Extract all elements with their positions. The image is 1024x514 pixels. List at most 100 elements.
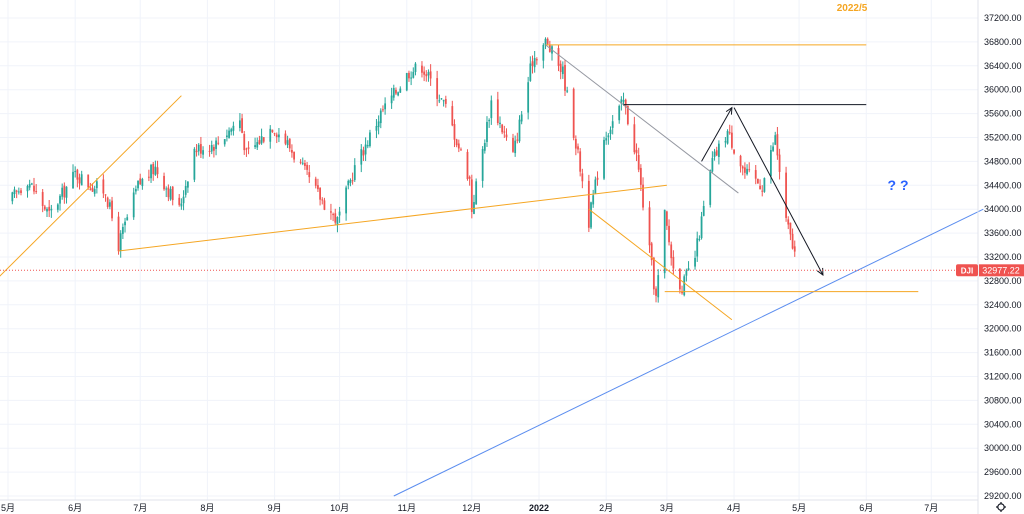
x-tick-label: 2月 <box>599 503 613 513</box>
candle-body <box>91 187 94 192</box>
blue-trendline <box>393 208 984 497</box>
candle-body <box>260 136 263 144</box>
settings-gear-icon[interactable] <box>996 502 1006 512</box>
drawings <box>0 44 984 497</box>
candle-body <box>592 195 595 205</box>
candle-body <box>483 142 486 151</box>
candle-body <box>121 226 124 234</box>
candle-body <box>514 140 517 154</box>
candle-body <box>56 204 59 210</box>
candle-body <box>275 134 278 138</box>
candle-body <box>763 178 766 192</box>
candle-body <box>384 103 387 110</box>
candle-body <box>607 135 610 138</box>
orange-left-diagonal <box>0 95 182 277</box>
candle-body <box>210 144 213 152</box>
candle-body <box>258 140 261 145</box>
candle-body <box>291 149 293 153</box>
annotation-question-text: ? ? <box>888 177 909 193</box>
candle-body <box>323 200 326 210</box>
candle-body <box>11 192 14 202</box>
candle-body <box>377 121 380 128</box>
candle-body <box>503 131 506 133</box>
candle-body <box>739 155 742 167</box>
candle-body <box>694 257 696 267</box>
x-tick-label: 7月 <box>924 503 938 513</box>
candle-body <box>232 125 235 131</box>
candle-body <box>516 139 519 141</box>
candle-body <box>392 87 395 98</box>
candle-body <box>186 181 189 188</box>
candle-body <box>414 63 417 72</box>
candle-body <box>778 154 781 172</box>
y-tick-label: 31200.00 <box>984 372 1022 382</box>
candle-body <box>559 63 562 73</box>
x-tick-label: 12月 <box>462 503 481 513</box>
candle-body <box>702 205 705 216</box>
candle-body <box>518 119 521 142</box>
black-arrow-up <box>701 107 733 162</box>
candle-body <box>141 178 144 187</box>
grid <box>0 0 978 500</box>
orange-support-trendline <box>118 184 667 252</box>
candle-body <box>564 64 566 91</box>
candle-body <box>533 57 536 68</box>
y-tick-label: 34400.00 <box>984 180 1022 190</box>
candle-body <box>299 161 302 163</box>
candle-body <box>139 178 142 185</box>
candle-body <box>366 145 369 147</box>
candle-body <box>438 100 441 102</box>
candle-body <box>650 243 653 261</box>
candle-body <box>117 216 120 252</box>
y-tick-label: 32400.00 <box>984 300 1022 310</box>
candle-body <box>93 189 96 194</box>
candle-body <box>223 139 226 145</box>
candle-body <box>566 90 569 92</box>
candle-body <box>301 162 304 164</box>
candle-body <box>672 256 675 269</box>
candle-body <box>134 189 137 192</box>
candle-body <box>215 140 217 149</box>
candle-body <box>455 139 458 146</box>
candle-body <box>626 105 629 125</box>
candle-body <box>546 38 549 44</box>
candle-body <box>76 169 79 180</box>
candle-body <box>611 121 614 128</box>
candle-body <box>119 233 122 251</box>
candle-body <box>278 134 280 138</box>
x-tick-label: 10月 <box>330 503 349 513</box>
candle-body <box>748 169 751 171</box>
candle-body <box>104 194 107 196</box>
candle-body <box>269 128 272 142</box>
candle-body <box>106 197 109 207</box>
candle-body <box>776 134 779 156</box>
candle-body <box>330 211 332 213</box>
candle-body <box>72 171 74 189</box>
candle-body <box>505 134 508 138</box>
candle-body <box>332 214 335 216</box>
candle-body <box>169 188 172 200</box>
y-tick-label: 30800.00 <box>984 395 1022 405</box>
candle-body <box>724 141 727 143</box>
candle-body <box>754 170 757 179</box>
candle-body <box>369 132 371 147</box>
candle-body <box>711 157 714 172</box>
candle-body <box>319 188 321 200</box>
x-tick-label: 6月 <box>68 503 82 513</box>
candle-body <box>609 129 612 134</box>
candle-body <box>165 188 168 190</box>
x-tick-label: 7月 <box>133 503 147 513</box>
candle-body <box>633 124 636 153</box>
candle-body <box>74 171 77 173</box>
candle-body <box>429 71 432 79</box>
candle-body <box>202 150 204 155</box>
candle-body <box>245 148 248 150</box>
candle-body <box>239 120 241 128</box>
candle-body <box>685 270 688 276</box>
candle-body <box>399 88 402 93</box>
candle-body <box>41 192 44 207</box>
candle-body <box>544 38 547 46</box>
candle-body <box>520 114 523 122</box>
candle-body <box>457 143 460 149</box>
